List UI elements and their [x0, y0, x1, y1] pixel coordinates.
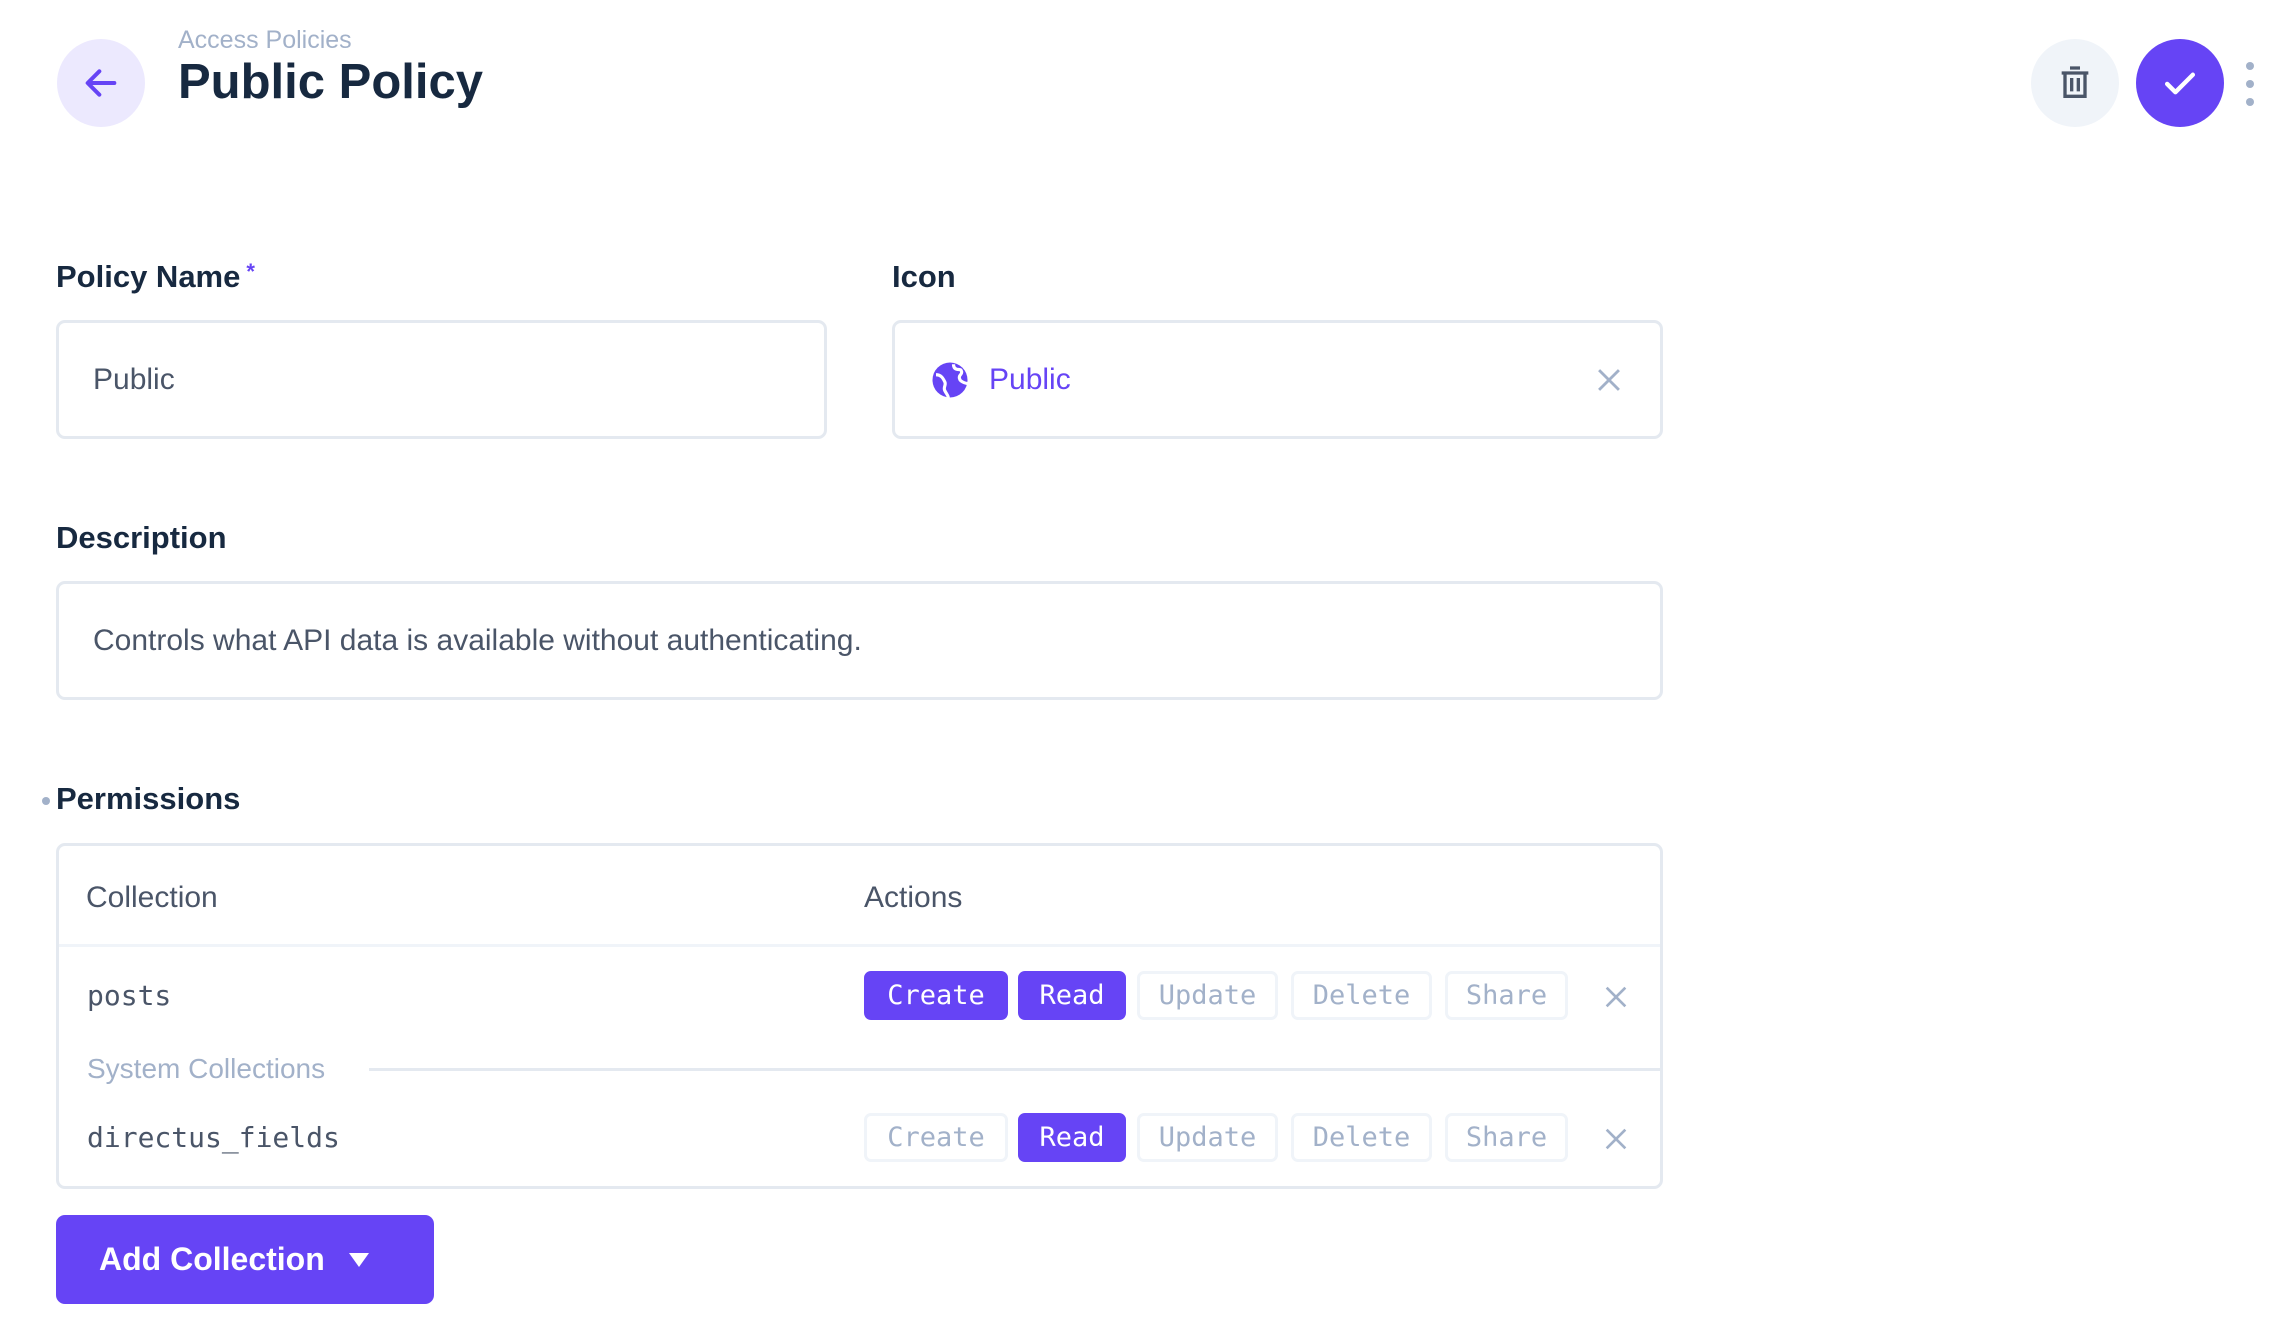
action-toggle-share[interactable]: Share: [1445, 1113, 1568, 1162]
remove-row-icon[interactable]: [1600, 1123, 1632, 1155]
more-options-icon[interactable]: [2240, 62, 2260, 106]
delete-button[interactable]: [2031, 39, 2119, 127]
action-toggle-delete[interactable]: Delete: [1291, 971, 1432, 1020]
icon-label: Icon: [892, 259, 956, 294]
breadcrumb[interactable]: Access Policies: [178, 26, 352, 54]
remove-row-icon[interactable]: [1600, 981, 1632, 1013]
public-globe-icon: [932, 362, 968, 398]
action-toggle-share[interactable]: Share: [1445, 971, 1568, 1020]
back-button[interactable]: [57, 39, 145, 127]
action-toggle-read[interactable]: Read: [1018, 1113, 1126, 1162]
action-toggle-delete[interactable]: Delete: [1291, 1113, 1432, 1162]
description-label: Description: [56, 520, 227, 555]
policy-name-label: Policy Name *: [56, 259, 255, 294]
header-divider: [59, 944, 1660, 947]
trash-icon: [2061, 66, 2089, 98]
clear-icon[interactable]: [1592, 363, 1626, 397]
permissions-label: Permissions: [56, 781, 241, 816]
add-collection-label: Add Collection: [99, 1241, 325, 1277]
caret-down-icon: [348, 1252, 369, 1267]
description-input[interactable]: Controls what API data is available with…: [56, 581, 1663, 700]
add-collection-button[interactable]: Add Collection: [56, 1215, 434, 1304]
policy-name-input[interactable]: Public: [56, 320, 827, 439]
icon-select[interactable]: Public: [892, 320, 1663, 439]
permissions-table: Collection Actions posts Create Read Upd…: [56, 843, 1663, 1189]
table-row: directus_fields Create Read Update Delet…: [59, 1113, 1660, 1165]
save-button[interactable]: [2136, 39, 2224, 127]
system-collections-label: System Collections: [87, 1053, 326, 1084]
table-row: posts Create Read Update Delete Share: [59, 971, 1660, 1023]
check-icon: [2164, 72, 2196, 95]
action-toggle-create[interactable]: Create: [864, 971, 1008, 1020]
arrow-left-icon: [85, 69, 117, 97]
collection-name: posts: [87, 979, 172, 1012]
description-value: Controls what API data is available with…: [93, 623, 862, 657]
edited-dot: [42, 797, 50, 805]
action-toggle-update[interactable]: Update: [1137, 971, 1278, 1020]
system-collections-divider: [369, 1068, 1660, 1071]
policy-name-value: Public: [93, 362, 175, 396]
column-header-collection: Collection: [86, 881, 218, 914]
column-header-actions: Actions: [864, 881, 963, 914]
action-toggle-update[interactable]: Update: [1137, 1113, 1278, 1162]
page-title: Public Policy: [178, 55, 483, 109]
icon-value: Public: [989, 362, 1071, 396]
collection-name: directus_fields: [87, 1121, 340, 1154]
action-toggle-read[interactable]: Read: [1018, 971, 1126, 1020]
action-toggle-create[interactable]: Create: [864, 1113, 1008, 1162]
